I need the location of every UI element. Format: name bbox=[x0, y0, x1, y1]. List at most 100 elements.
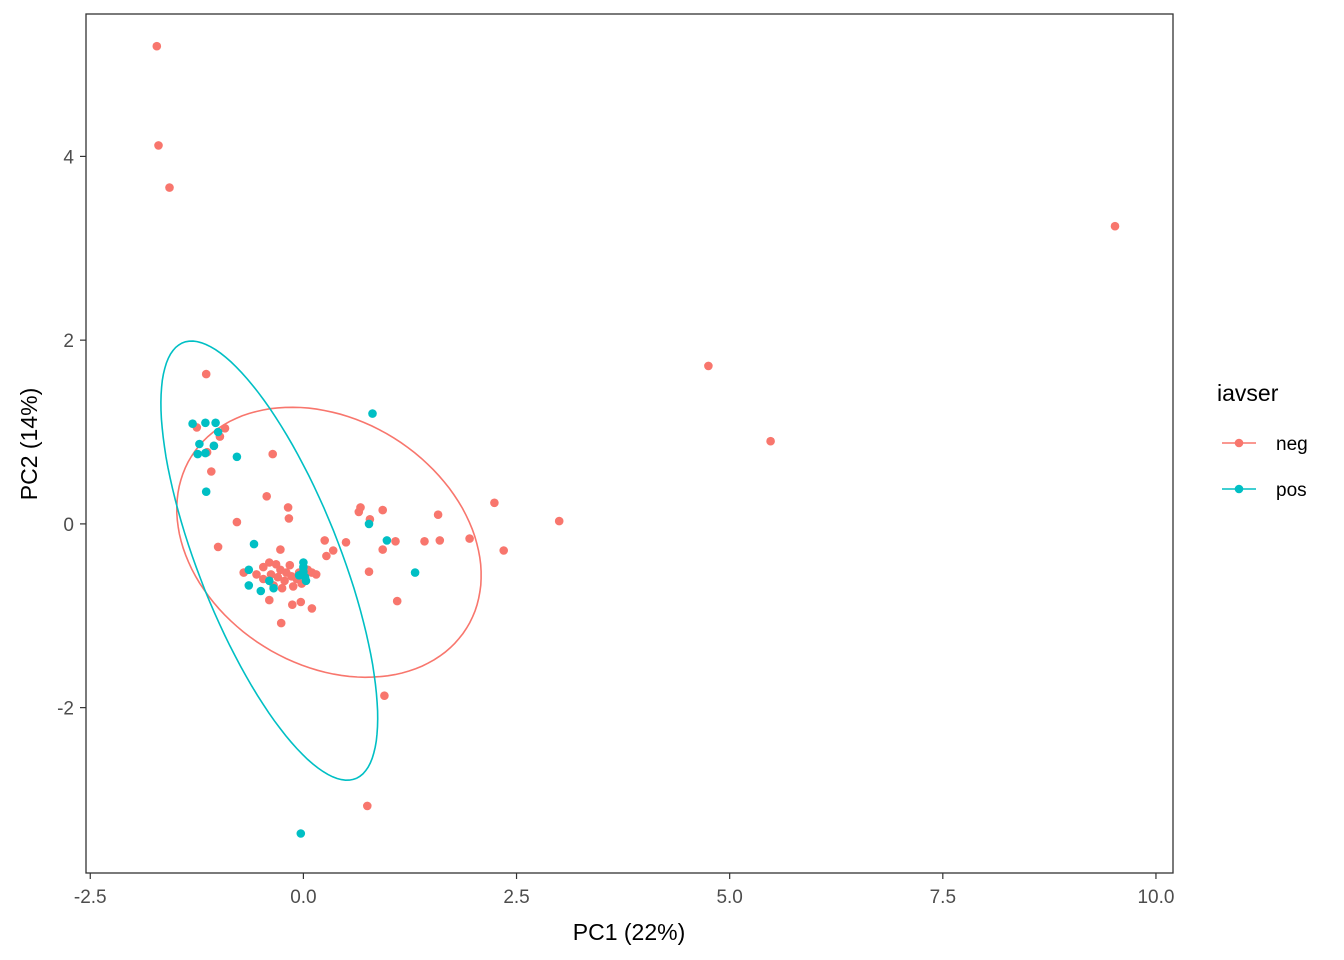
point-neg-1 bbox=[154, 141, 163, 150]
point-neg-36 bbox=[554, 516, 564, 526]
y-axis: -2 0 2 4 bbox=[57, 147, 86, 720]
legend-title: iavser bbox=[1217, 380, 1279, 406]
point-neg-67 bbox=[363, 801, 372, 811]
legend-label-neg: neg bbox=[1276, 434, 1308, 455]
point-neg-22 bbox=[341, 538, 351, 547]
point-neg-25 bbox=[356, 503, 365, 512]
point-neg-50 bbox=[285, 560, 295, 570]
legend-label-pos: pos bbox=[1276, 480, 1307, 501]
point-neg-10 bbox=[220, 424, 230, 433]
point-neg-12 bbox=[207, 467, 216, 476]
point-pos-9 bbox=[232, 452, 242, 462]
legend-item-neg: neg bbox=[1222, 434, 1308, 455]
point-neg-65 bbox=[392, 596, 402, 606]
x-tick-label: 10.0 bbox=[1137, 887, 1174, 908]
point-neg-62 bbox=[265, 595, 274, 605]
x-tick-label: 2.5 bbox=[503, 887, 529, 908]
point-neg-14 bbox=[262, 492, 272, 501]
point-neg-61 bbox=[307, 604, 317, 613]
point-neg-32 bbox=[433, 510, 443, 519]
point-neg-52 bbox=[288, 582, 298, 591]
point-neg-18 bbox=[213, 542, 223, 552]
point-neg-63 bbox=[276, 618, 286, 628]
point-neg-23 bbox=[322, 551, 331, 561]
point-neg-38 bbox=[252, 570, 261, 579]
x-tick-label: 0.0 bbox=[290, 887, 316, 908]
y-tick-label: -2 bbox=[57, 699, 74, 720]
point-neg-33 bbox=[490, 498, 499, 508]
point-neg-27 bbox=[378, 505, 388, 515]
point-pos-16 bbox=[269, 583, 278, 593]
point-neg-28 bbox=[378, 545, 388, 554]
point-pos-10 bbox=[201, 487, 211, 497]
point-pos-6 bbox=[209, 441, 219, 451]
point-pos-24 bbox=[382, 536, 392, 545]
point-pos-12 bbox=[244, 565, 254, 575]
x-axis-title: PC1 (22%) bbox=[573, 919, 685, 945]
point-neg-4 bbox=[704, 361, 713, 371]
point-neg-6 bbox=[201, 369, 211, 379]
legend-key-point-pos bbox=[1234, 484, 1244, 494]
legend: iavser neg pos bbox=[1217, 380, 1308, 501]
point-neg-0 bbox=[152, 41, 162, 51]
x-axis: -2.5 0.0 2.5 5.0 7.5 10.0 bbox=[74, 873, 1174, 908]
point-pos-1 bbox=[188, 419, 197, 429]
point-neg-19 bbox=[276, 545, 285, 554]
point-pos-14 bbox=[256, 586, 266, 596]
point-neg-34 bbox=[465, 534, 474, 543]
point-neg-29 bbox=[391, 537, 400, 546]
point-pos-25 bbox=[410, 568, 420, 577]
point-neg-48 bbox=[280, 576, 289, 586]
point-neg-17 bbox=[232, 517, 242, 527]
x-tick-label: 5.0 bbox=[716, 887, 742, 908]
point-layer bbox=[152, 41, 1120, 838]
point-pos-13 bbox=[244, 581, 254, 590]
point-pos-4 bbox=[195, 439, 204, 449]
legend-key-point-neg bbox=[1234, 438, 1244, 448]
ellipse-neg bbox=[176, 406, 482, 679]
point-pos-5 bbox=[213, 427, 223, 437]
y-tick-label: 4 bbox=[63, 147, 74, 168]
y-tick-label: 2 bbox=[63, 331, 74, 352]
point-pos-0 bbox=[368, 409, 377, 418]
ellipse-layer bbox=[160, 340, 482, 782]
point-pos-26 bbox=[296, 829, 306, 838]
point-neg-64 bbox=[364, 567, 374, 576]
point-neg-20 bbox=[320, 536, 330, 545]
point-pos-22 bbox=[301, 576, 311, 586]
legend-item-pos: pos bbox=[1222, 480, 1307, 501]
point-neg-41 bbox=[265, 558, 274, 567]
panel-background bbox=[86, 14, 1173, 873]
point-neg-40 bbox=[259, 562, 268, 572]
ellipse-pos bbox=[160, 340, 379, 782]
point-pos-8 bbox=[201, 448, 210, 458]
point-pos-7 bbox=[193, 449, 202, 459]
point-neg-66 bbox=[380, 691, 389, 700]
point-neg-21 bbox=[328, 546, 338, 555]
point-neg-58 bbox=[311, 570, 321, 579]
point-neg-30 bbox=[420, 537, 429, 546]
point-pos-23 bbox=[364, 519, 374, 529]
point-neg-3 bbox=[1110, 221, 1120, 231]
point-neg-13 bbox=[268, 449, 278, 459]
point-neg-15 bbox=[283, 503, 293, 512]
y-tick-label: 0 bbox=[63, 515, 74, 536]
x-tick-label: -2.5 bbox=[74, 887, 107, 908]
x-tick-label: 7.5 bbox=[930, 887, 956, 908]
point-pos-15 bbox=[265, 576, 274, 586]
panel-border bbox=[85, 13, 1174, 874]
point-neg-45 bbox=[273, 572, 283, 582]
y-axis-title: PC2 (14%) bbox=[16, 388, 42, 500]
point-neg-31 bbox=[435, 536, 445, 545]
point-neg-35 bbox=[499, 546, 509, 555]
point-neg-2 bbox=[165, 183, 174, 192]
point-neg-60 bbox=[296, 597, 306, 607]
point-pos-2 bbox=[201, 418, 210, 428]
point-pos-11 bbox=[249, 539, 259, 549]
point-neg-47 bbox=[277, 583, 287, 593]
point-pos-3 bbox=[211, 418, 220, 428]
point-neg-16 bbox=[284, 514, 294, 523]
point-neg-59 bbox=[288, 600, 297, 609]
point-neg-5 bbox=[766, 436, 775, 446]
